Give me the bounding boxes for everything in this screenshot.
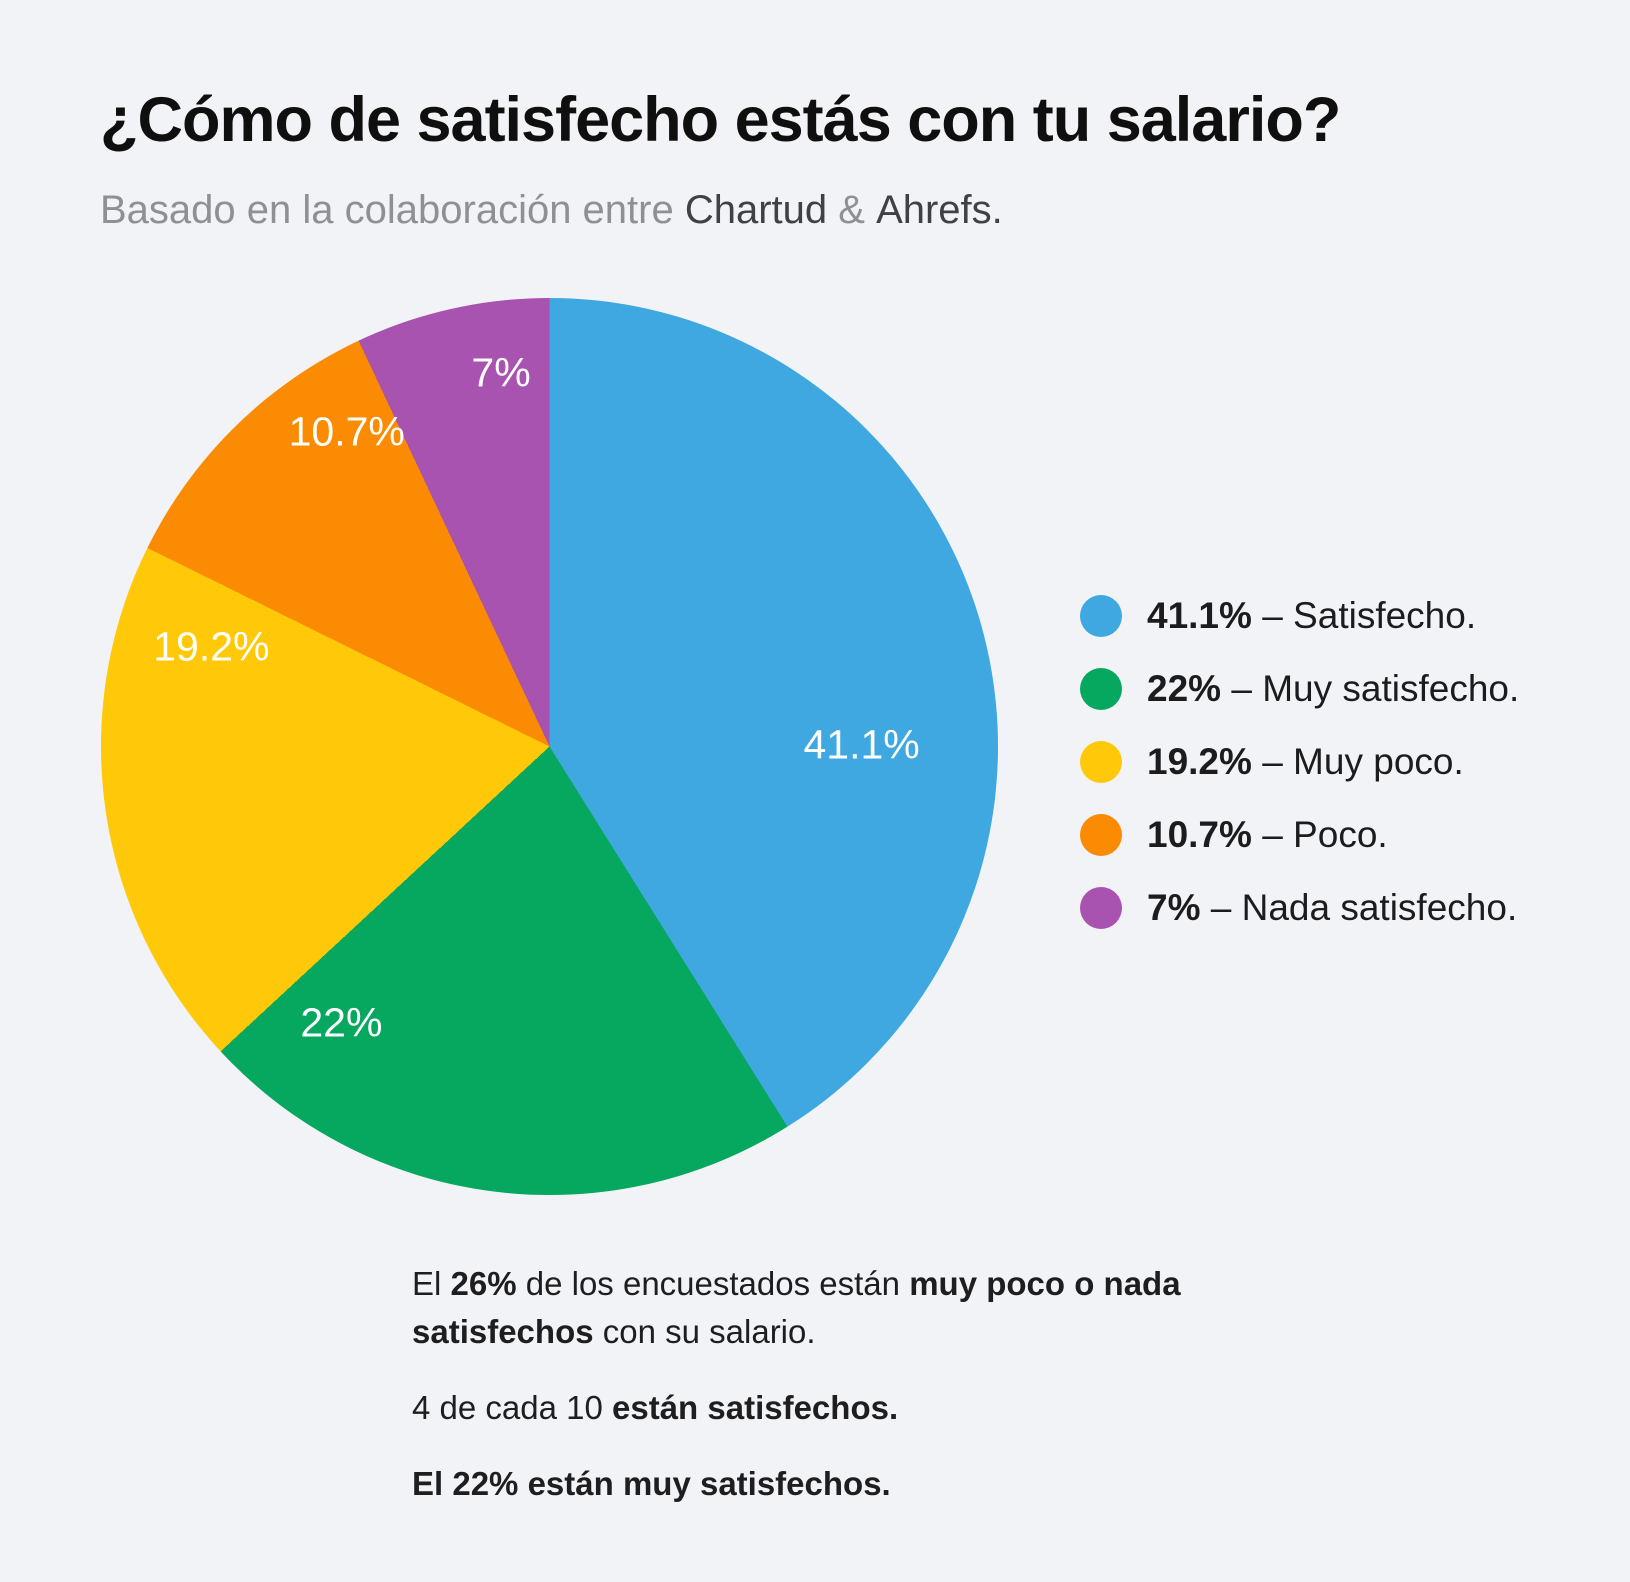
legend-swatch-poco	[1080, 814, 1122, 856]
note-22pct: El 22% están muy satisfechos.	[412, 1460, 1181, 1508]
pie-slice-label: 7%	[471, 349, 531, 396]
legend-text: – Nada satisfecho.	[1200, 887, 1518, 928]
legend-swatch-nada-satisfecho	[1080, 887, 1122, 929]
note-segment: muy poco o nada satisfechos	[412, 1265, 1181, 1350]
legend-text: – Satisfecho.	[1251, 595, 1477, 636]
note-segment: están satisfechos.	[612, 1389, 899, 1426]
note-4-de-10: 4 de cada 10 están satisfechos.	[412, 1384, 1181, 1432]
subtitle: Basado en la colaboración entre Chartud …	[100, 188, 1003, 233]
note-segment: 4 de cada 10	[412, 1389, 612, 1426]
note-segment: El	[412, 1265, 451, 1302]
legend-label: 7% – Nada satisfecho.	[1147, 887, 1517, 929]
pie-slice-label: 10.7%	[288, 408, 405, 455]
legend-label: 19.2% – Muy poco.	[1147, 741, 1464, 783]
legend-pct: 7%	[1147, 887, 1201, 928]
legend-item: 10.7% – Poco.	[1080, 814, 1519, 856]
page-title: ¿Cómo de satisfecho estás con tu salario…	[100, 85, 1341, 155]
legend-text: – Poco.	[1251, 814, 1388, 855]
subtitle-period: .	[991, 188, 1003, 232]
legend-item: 19.2% – Muy poco.	[1080, 741, 1519, 783]
pie-chart: 41.1% 22% 19.2% 10.7% 7%	[101, 298, 998, 1195]
pie-slice-label: 22%	[300, 999, 383, 1046]
note-segment: El 22% están muy satisfechos.	[412, 1465, 891, 1502]
legend-item: 7% – Nada satisfecho.	[1080, 887, 1519, 929]
brand-ahrefs: Ahrefs	[876, 188, 992, 232]
legend-text: – Muy poco.	[1251, 741, 1464, 782]
brand-chartud: Chartud	[684, 188, 828, 232]
legend-label: 10.7% – Poco.	[1147, 814, 1388, 856]
pie-slice-label: 19.2%	[153, 623, 270, 670]
legend-text: – Muy satisfecho.	[1221, 668, 1520, 709]
legend-swatch-satisfecho	[1080, 595, 1122, 637]
legend-swatch-muy-poco	[1080, 741, 1122, 783]
pie-slice-label: 41.1%	[803, 721, 920, 768]
note-segment: de los encuestados están	[516, 1265, 910, 1302]
legend-pct: 22%	[1147, 668, 1222, 709]
notes: El 26% de los encuestados están muy poco…	[412, 1260, 1181, 1536]
legend-pct: 41.1%	[1147, 595, 1252, 636]
note-segment: con su salario.	[593, 1313, 816, 1350]
subtitle-connector: &	[827, 188, 877, 232]
legend-pct: 19.2%	[1147, 741, 1252, 782]
note-26pct: El 26% de los encuestados están muy poco…	[412, 1260, 1181, 1356]
legend: 41.1% – Satisfecho. 22% – Muy satisfecho…	[1080, 595, 1519, 960]
legend-swatch-muy-satisfecho	[1080, 668, 1122, 710]
legend-pct: 10.7%	[1147, 814, 1252, 855]
legend-label: 41.1% – Satisfecho.	[1147, 595, 1476, 637]
subtitle-text: Basado en la colaboración entre	[100, 188, 685, 232]
legend-item: 41.1% – Satisfecho.	[1080, 595, 1519, 637]
note-segment: 26%	[450, 1265, 517, 1302]
legend-label: 22% – Muy satisfecho.	[1147, 668, 1519, 710]
legend-item: 22% – Muy satisfecho.	[1080, 668, 1519, 710]
